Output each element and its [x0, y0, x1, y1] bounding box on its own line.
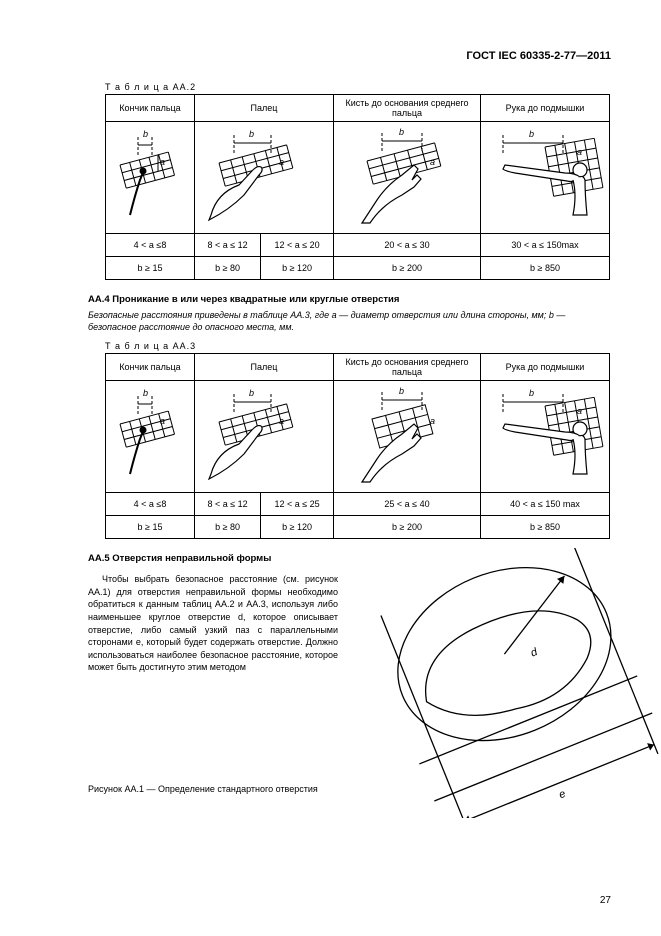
cell: b ≥ 15	[106, 257, 195, 280]
cell: b ≥ 80	[195, 516, 261, 539]
table-aa2-label: Т а б л и ц а АА.2	[105, 82, 611, 92]
page: ГОСТ IEC 60335-2-77—2011 Т а б л и ц а А…	[0, 0, 661, 936]
page-number: 27	[600, 895, 611, 906]
table-header: Кисть до основания среднего пальца	[334, 95, 481, 122]
cell: b ≥ 15	[106, 516, 195, 539]
diagram-arm: b a	[481, 122, 610, 234]
svg-text:e: e	[557, 788, 567, 801]
table-header: Рука до подмышки	[481, 95, 610, 122]
table-aa3-label: Т а б л и ц а АА.3	[105, 341, 611, 351]
cell: b ≥ 120	[261, 257, 334, 280]
cell: 12 < a ≤ 20	[261, 234, 334, 257]
svg-text:b: b	[529, 129, 534, 139]
table-aa3: Кончик пальца Палец Кисть до основания с…	[105, 353, 610, 539]
svg-text:b: b	[249, 388, 254, 398]
section-aa4-note: Безопасные расстояния приведены в таблиц…	[88, 309, 611, 333]
cell: b ≥ 200	[334, 516, 481, 539]
figure-aa1: e d	[360, 548, 660, 818]
svg-text:a: a	[577, 147, 582, 157]
cell: 40 < a ≤ 150 max	[481, 493, 610, 516]
diagram-hand: b a	[334, 122, 481, 234]
svg-text:b: b	[399, 386, 404, 396]
svg-text:b: b	[143, 388, 148, 398]
cell: 20 < a ≤ 30	[334, 234, 481, 257]
table-header: Кончик пальца	[106, 95, 195, 122]
diagram-fingertip: b a	[106, 122, 195, 234]
diagram-finger: b a	[195, 381, 334, 493]
svg-text:a: a	[430, 157, 435, 167]
section-aa5-body: Чтобы выбрать безопасное расстояние (см.…	[88, 573, 338, 674]
table-header: Рука до подмышки	[481, 354, 610, 381]
cell: b ≥ 80	[195, 257, 261, 280]
svg-text:a: a	[577, 406, 582, 416]
svg-text:d: d	[529, 646, 540, 660]
cell: b ≥ 850	[481, 257, 610, 280]
table-header: Палец	[195, 354, 334, 381]
diagram-fingertip: b a	[106, 381, 195, 493]
cell: b ≥ 850	[481, 516, 610, 539]
cell: 30 < a ≤ 150max	[481, 234, 610, 257]
table-header: Кончик пальца	[106, 354, 195, 381]
svg-text:b: b	[399, 127, 404, 137]
table-header: Палец	[195, 95, 334, 122]
diagram-hand: b a	[334, 381, 481, 493]
diagram-arm: b a	[481, 381, 610, 493]
cell: 25 < a ≤ 40	[334, 493, 481, 516]
cell: b ≥ 120	[261, 516, 334, 539]
doc-header: ГОСТ IEC 60335-2-77—2011	[60, 50, 611, 62]
section-aa4-title: АА.4 Проникание в или через квадратные и…	[88, 294, 611, 305]
cell: 8 < a ≤ 12	[195, 493, 261, 516]
table-header: Кисть до основания среднего пальца	[334, 354, 481, 381]
cell: 8 < a ≤ 12	[195, 234, 261, 257]
svg-text:b: b	[529, 388, 534, 398]
svg-text:b: b	[249, 129, 254, 139]
cell: 12 < a ≤ 25	[261, 493, 334, 516]
cell: 4 < a ≤8	[106, 234, 195, 257]
cell: 4 < a ≤8	[106, 493, 195, 516]
diagram-finger: b a	[195, 122, 334, 234]
table-aa2: Кончик пальца Палец Кисть до основания с…	[105, 94, 610, 280]
svg-text:b: b	[143, 129, 148, 139]
cell: b ≥ 200	[334, 257, 481, 280]
